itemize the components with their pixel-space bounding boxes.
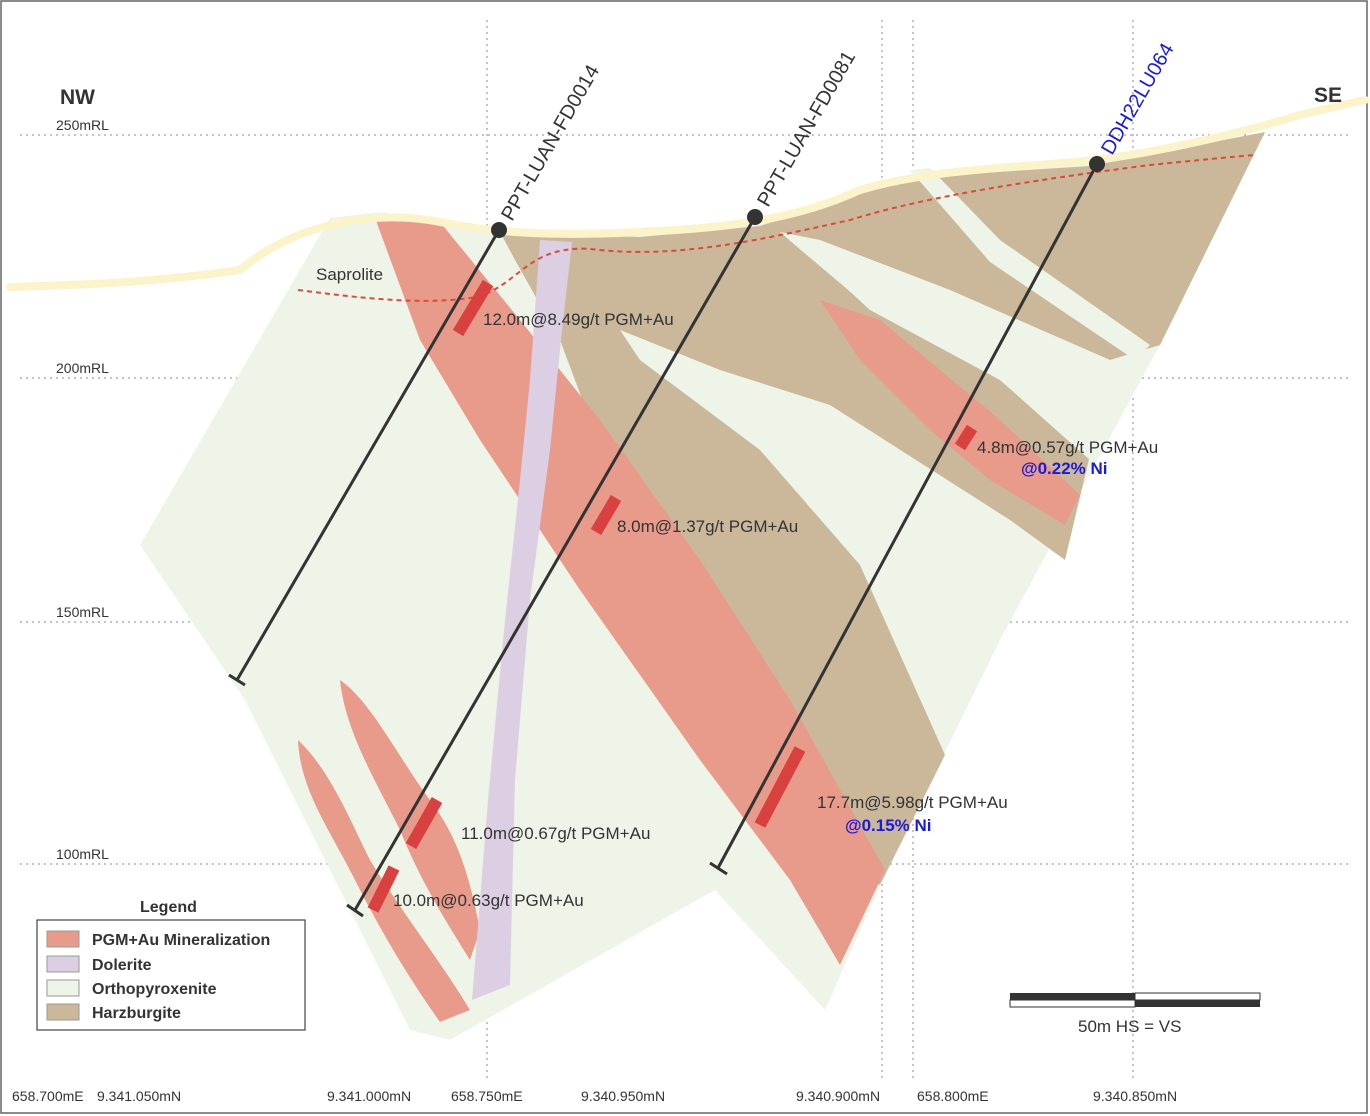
- drillhole-trace-fd0081: [353, 216, 757, 911]
- intercept-ni-2: @0.22% Ni: [1021, 459, 1108, 478]
- coord-label-7: 658.800mE: [917, 1088, 989, 1104]
- legend-swatch-mineralization: [46, 930, 80, 948]
- collar-fd0081: [747, 209, 763, 225]
- rl-label-200: 200mRL: [56, 360, 109, 376]
- legend-swatch-harzburgite: [46, 1003, 80, 1021]
- pgm-main-band: [375, 218, 885, 965]
- coord-label-8: 9.340.850mN: [1093, 1088, 1177, 1104]
- intercept-bar-5: [405, 797, 443, 849]
- collar-fd0014: [491, 222, 507, 238]
- scale-bar-segment-4: [1135, 1000, 1260, 1007]
- rl-label-150: 150mRL: [56, 604, 109, 620]
- direction-se: SE: [1314, 84, 1342, 107]
- legend-swatch-orthopyroxenite: [46, 979, 80, 997]
- intercept-bar-3: [590, 494, 622, 536]
- orthopyroxenite-band: [910, 168, 1150, 360]
- intercept-label-5: 11.0m@0.67g/t PGM+Au: [461, 824, 650, 843]
- pgm-lens-upper: [340, 680, 480, 960]
- end-of-hole-ddh22lu064: [709, 861, 728, 876]
- intercept-label-6: 10.0m@0.63g/t PGM+Au: [393, 891, 584, 910]
- topographic-surface: [6, 96, 1369, 291]
- pgm-lens-lower: [298, 740, 470, 1022]
- intercept-bar-6: [367, 865, 400, 913]
- scale-bar-segment-1: [1010, 993, 1135, 1000]
- rl-label-250: 250mRL: [56, 117, 109, 133]
- drillhole-trace-fd0014: [235, 229, 501, 681]
- saprolite-boundary: [297, 154, 1256, 302]
- coord-label-6: 9.340.900mN: [796, 1088, 880, 1104]
- end-of-hole-fd0081: [346, 903, 364, 918]
- drillhole-traces: [228, 163, 1099, 918]
- legend-label-orthopyroxenite: Orthopyroxenite: [92, 981, 217, 998]
- saprolite-label: Saprolite: [316, 265, 383, 284]
- intercept-label-4: 17.7m@5.98g/t PGM+Au: [817, 793, 1008, 812]
- intercept-ni-4: @0.15% Ni: [845, 816, 932, 835]
- legend-label-harzburgite: Harzburgite: [92, 1005, 181, 1022]
- harzburgite-body: [500, 132, 1265, 885]
- legend-label-dolerite: Dolerite: [92, 957, 152, 974]
- coord-label-2: 9.341.050mN: [97, 1088, 181, 1104]
- collar-ddh22lu064: [1089, 156, 1105, 172]
- intercept-label-2: 4.8m@0.57g/t PGM+Au: [977, 438, 1158, 457]
- scale-bar-segment-3: [1009, 999, 1136, 1008]
- legend-label-mineralization: PGM+Au Mineralization: [92, 932, 270, 949]
- coord-label-4: 658.750mE: [451, 1088, 523, 1104]
- intercepts: [367, 279, 978, 913]
- coord-label-5: 9.340.950mN: [581, 1088, 665, 1104]
- intercept-bar-4: [754, 746, 806, 828]
- legend-box: [36, 919, 306, 1031]
- intercept-label-1: 12.0m@8.49g/t PGM+Au: [483, 310, 674, 329]
- drillhole-trace-ddh22lu064: [716, 163, 1099, 869]
- intercept-label-3: 8.0m@1.37g/t PGM+Au: [617, 517, 798, 536]
- scale-bar: 50m HS = VS: [1009, 992, 1261, 1036]
- orthopyroxenite-wedge: [790, 236, 1100, 460]
- legend: Legend PGM+Au Mineralization Dolerite Or…: [36, 899, 306, 1031]
- coord-label-1: 658.700mE: [12, 1088, 84, 1104]
- scale-bar-segment-2: [1134, 992, 1261, 1001]
- end-of-hole-fd0014: [228, 673, 246, 687]
- pgm-se-band: [820, 300, 1080, 525]
- scale-label: 50m HS = VS: [1078, 1017, 1181, 1036]
- coord-label-3: 9.341.000mN: [327, 1088, 411, 1104]
- rl-label-100: 100mRL: [56, 846, 109, 862]
- direction-nw: NW: [60, 86, 95, 109]
- intercept-bar-2: [954, 424, 978, 451]
- legend-title: Legend: [140, 899, 197, 916]
- intercept-bar-1: [452, 279, 494, 337]
- legend-swatch-dolerite: [46, 955, 80, 973]
